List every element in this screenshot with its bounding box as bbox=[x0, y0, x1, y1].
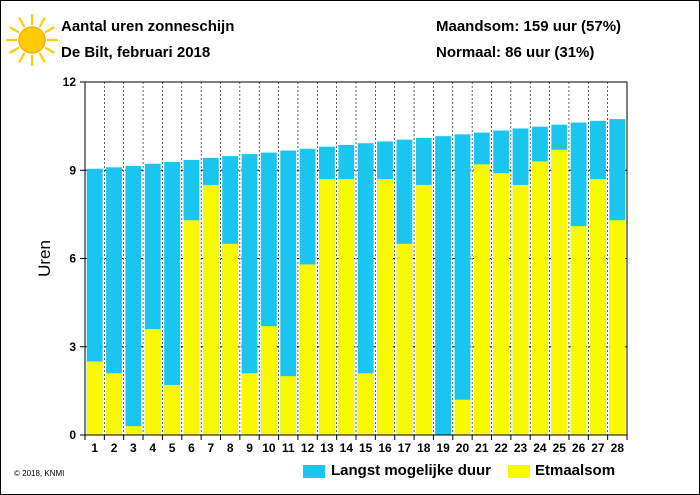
bar-actual bbox=[319, 179, 335, 435]
bar-actual bbox=[125, 426, 142, 435]
x-tick-label: 16 bbox=[378, 441, 392, 455]
sun-disc bbox=[18, 26, 46, 54]
x-tick-label: 17 bbox=[398, 441, 412, 455]
x-tick-label: 6 bbox=[188, 441, 195, 455]
bar-possible bbox=[435, 136, 452, 436]
x-tick-label: 2 bbox=[111, 441, 118, 455]
bar-actual bbox=[396, 243, 413, 435]
bar-actual bbox=[551, 149, 568, 436]
x-tick-label: 26 bbox=[572, 441, 586, 455]
bar-actual bbox=[609, 220, 626, 435]
bar-possible bbox=[454, 134, 471, 435]
x-tick-label: 4 bbox=[149, 441, 156, 455]
bar-possible bbox=[241, 154, 258, 435]
x-tick-label: 21 bbox=[475, 441, 489, 455]
legend-label-actual: Etmaalsom bbox=[535, 462, 616, 479]
x-tick-label: 9 bbox=[246, 441, 253, 455]
sun-ray bbox=[18, 52, 26, 63]
y-tick-label: 0 bbox=[69, 428, 76, 442]
bar-possible bbox=[164, 162, 181, 435]
bar-actual bbox=[183, 220, 200, 435]
sun-ray bbox=[38, 52, 46, 63]
bar-actual bbox=[338, 179, 355, 435]
bar-possible bbox=[280, 150, 297, 435]
bar-actual bbox=[260, 326, 277, 435]
x-tick-label: 27 bbox=[591, 441, 605, 455]
bar-actual bbox=[590, 179, 606, 435]
x-tick-label: 7 bbox=[207, 441, 214, 455]
x-tick-label: 15 bbox=[359, 441, 373, 455]
bar-actual bbox=[454, 399, 471, 435]
chart-title: Aantal uren zonneschijn bbox=[61, 18, 235, 35]
y-axis-label: Uren bbox=[35, 240, 54, 277]
y-tick-label: 3 bbox=[69, 340, 76, 354]
monthly-total: Maandsom: 159 uur (57%) bbox=[436, 18, 622, 35]
chart-subtitle: De Bilt, februari 2018 bbox=[61, 44, 211, 61]
bar-actual bbox=[299, 264, 316, 435]
legend-swatch-possible bbox=[303, 465, 325, 478]
bar-actual bbox=[86, 361, 103, 435]
sun-ray bbox=[44, 26, 55, 34]
sun-icon bbox=[5, 13, 59, 67]
copyright: © 2018, KNMI bbox=[14, 469, 65, 478]
x-tick-label: 3 bbox=[130, 441, 137, 455]
x-tick-label: 19 bbox=[436, 441, 450, 455]
bar-actual bbox=[164, 384, 181, 435]
bar-possible bbox=[357, 143, 374, 436]
bar-actual bbox=[202, 184, 219, 435]
x-tick-label: 22 bbox=[494, 441, 508, 455]
x-tick-label: 8 bbox=[227, 441, 234, 455]
bar-actual bbox=[222, 243, 239, 435]
x-tick-label: 11 bbox=[282, 441, 295, 455]
normal-value: Normaal: 86 uur (31%) bbox=[436, 44, 595, 61]
x-tick-label: 25 bbox=[553, 441, 567, 455]
bar-actual bbox=[473, 164, 490, 435]
legend-label-possible: Langst mogelijke duur bbox=[331, 462, 492, 479]
x-tick-label: 1 bbox=[91, 441, 98, 455]
bar-actual bbox=[241, 373, 258, 435]
legend-swatch-actual bbox=[508, 465, 530, 478]
x-tick-label: 20 bbox=[456, 441, 470, 455]
x-tick-label: 18 bbox=[417, 441, 431, 455]
x-tick-label: 13 bbox=[320, 441, 334, 455]
sun-ray bbox=[18, 17, 26, 28]
sun-ray bbox=[38, 17, 46, 28]
bar-actual bbox=[531, 161, 548, 436]
bar-actual bbox=[570, 226, 587, 435]
x-tick-label: 10 bbox=[262, 441, 276, 455]
x-tick-label: 12 bbox=[301, 441, 315, 455]
bar-actual bbox=[106, 373, 122, 435]
bar-possible bbox=[106, 167, 122, 435]
y-tick-label: 9 bbox=[69, 163, 76, 177]
bar-actual bbox=[144, 329, 161, 435]
y-tick-label: 12 bbox=[63, 75, 77, 89]
x-tick-label: 5 bbox=[169, 441, 176, 455]
bar-actual bbox=[377, 179, 393, 435]
x-tick-label: 24 bbox=[533, 441, 547, 455]
bar-actual bbox=[415, 184, 432, 435]
x-tick-label: 14 bbox=[340, 441, 354, 455]
bar-possible bbox=[125, 165, 142, 435]
sun-ray bbox=[9, 46, 20, 54]
x-tick-label: 23 bbox=[514, 441, 528, 455]
x-tick-label: 28 bbox=[611, 441, 625, 455]
sun-ray bbox=[9, 26, 20, 34]
bar-actual bbox=[512, 184, 529, 435]
bar-actual bbox=[357, 373, 374, 435]
sun-ray bbox=[44, 46, 55, 54]
bar-actual bbox=[493, 173, 510, 436]
y-tick-label: 6 bbox=[69, 252, 76, 266]
bar-actual bbox=[280, 376, 297, 435]
